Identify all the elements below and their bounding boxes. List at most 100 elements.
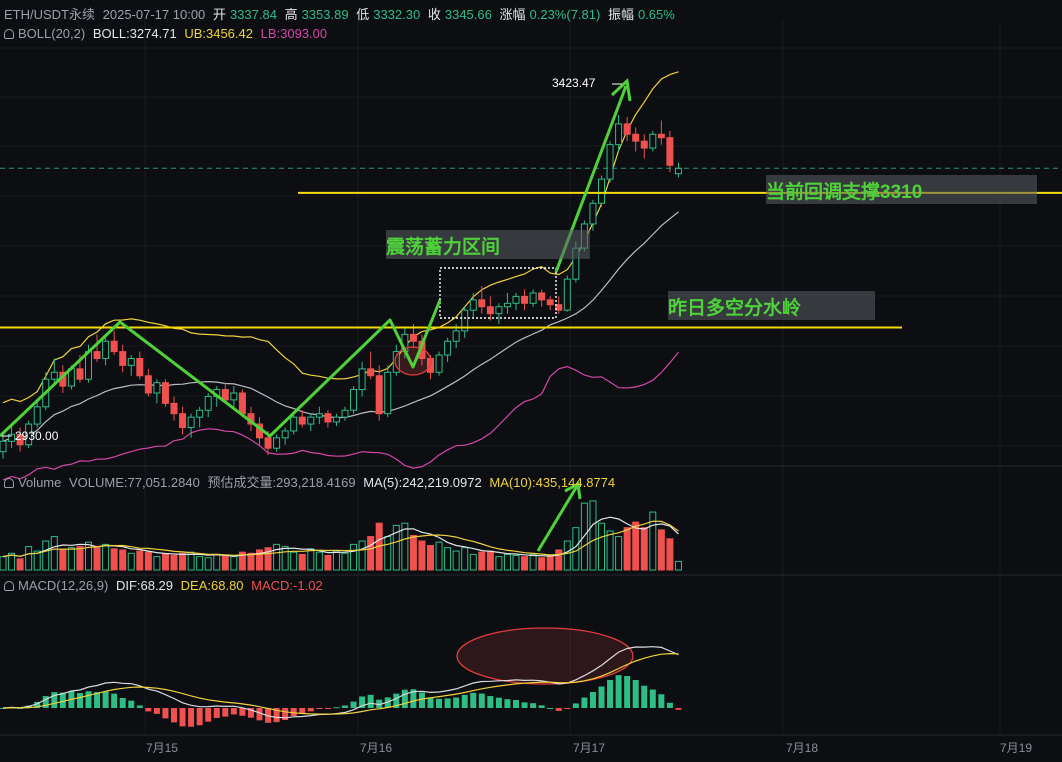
volume-bar bbox=[666, 538, 674, 571]
macd-histogram-bar bbox=[538, 705, 545, 708]
candle-body bbox=[16, 433, 24, 446]
macd-histogram-bar bbox=[666, 702, 673, 708]
macd-histogram-bar bbox=[188, 708, 195, 727]
macd-histogram-bar bbox=[478, 693, 485, 708]
volume-bar bbox=[119, 549, 127, 571]
candle-body bbox=[179, 413, 187, 429]
macd-dea: DEA:68.80 bbox=[180, 578, 244, 593]
candle-body bbox=[350, 389, 358, 411]
macd-value: MACD:-1.02 bbox=[251, 578, 323, 593]
macd-cross-circle bbox=[456, 627, 634, 685]
candle-body bbox=[503, 302, 511, 308]
x-tick-label: 7月18 bbox=[786, 741, 818, 755]
volume-bar bbox=[179, 552, 187, 571]
candle-body bbox=[144, 375, 152, 394]
volume-bar bbox=[93, 547, 101, 571]
candle-body bbox=[204, 395, 212, 411]
volume-bar bbox=[315, 551, 323, 571]
candle-body bbox=[281, 430, 289, 439]
candle-body bbox=[452, 330, 460, 342]
candle-body bbox=[367, 368, 375, 377]
macd-histogram-bar bbox=[342, 705, 348, 708]
volume-bar bbox=[589, 500, 597, 571]
candle-body bbox=[307, 416, 315, 425]
macd-histogram-bar bbox=[145, 708, 152, 712]
volume-ma10: MA(10):435,144.8774 bbox=[489, 475, 616, 490]
low-price-label: 2930.00 bbox=[15, 429, 59, 443]
x-tick-label: 7月19 bbox=[1000, 741, 1032, 755]
macd-histogram-bar bbox=[290, 708, 297, 717]
volume-bar bbox=[674, 560, 682, 571]
macd-histogram-bar bbox=[153, 708, 160, 714]
volume-bar bbox=[384, 536, 392, 571]
macd-legend[interactable]: MACD(12,26,9) DIF:68.29 DEA:68.80 MACD:-… bbox=[4, 578, 327, 593]
candle-body bbox=[657, 133, 665, 139]
macd-histogram-bar bbox=[495, 697, 502, 708]
macd-histogram-bar bbox=[299, 708, 306, 714]
support-annotation: 当前回调支撑3310 bbox=[766, 175, 1037, 204]
macd-histogram-bar bbox=[470, 692, 477, 708]
macd-histogram-bar bbox=[273, 708, 280, 723]
macd-histogram-bar bbox=[444, 698, 451, 708]
candle-body bbox=[486, 306, 494, 315]
close-label: 收 bbox=[427, 7, 441, 22]
macd-histogram-bar bbox=[675, 708, 682, 710]
change-label: 涨幅 bbox=[499, 7, 526, 22]
trend-zigzag-arrow bbox=[0, 299, 442, 438]
candle-body bbox=[521, 295, 529, 304]
volume-bar bbox=[538, 557, 546, 571]
candle-body bbox=[119, 351, 127, 366]
candle-body bbox=[341, 409, 349, 418]
volume-bar bbox=[478, 551, 486, 571]
volume-bar bbox=[247, 552, 255, 571]
boll-legend[interactable]: BOLL(20,2) BOLL:3274.71 UB:3456.42 LB:30… bbox=[4, 26, 331, 41]
volume-bar bbox=[16, 558, 24, 571]
candle-body bbox=[324, 413, 332, 423]
candle-body bbox=[623, 123, 631, 135]
volume-bar bbox=[469, 553, 477, 571]
macd-histogram-bar bbox=[94, 692, 101, 708]
boll-lb-value: LB:3093.00 bbox=[260, 26, 328, 41]
macd-histogram-bar bbox=[59, 692, 66, 708]
volume-bar bbox=[33, 550, 41, 571]
bell-icon[interactable] bbox=[4, 478, 14, 488]
volume-bar bbox=[358, 540, 366, 571]
macd-histogram-bar bbox=[34, 701, 41, 708]
volume-bar bbox=[196, 556, 204, 571]
volume-bar bbox=[657, 529, 665, 571]
macd-histogram-bar bbox=[376, 699, 383, 708]
bell-icon[interactable] bbox=[4, 581, 14, 591]
candle-body bbox=[469, 299, 477, 311]
macd-histogram-bar bbox=[632, 679, 639, 708]
candle-body bbox=[375, 375, 383, 415]
candle-body bbox=[598, 178, 605, 204]
candle-body bbox=[461, 309, 469, 332]
macd-histogram-bar bbox=[213, 708, 220, 718]
volume-legend[interactable]: Volume VOLUME:77,051.2840 预估成交量:293,218.… bbox=[4, 472, 619, 491]
volume-bar bbox=[332, 550, 340, 571]
candle-body bbox=[187, 416, 195, 428]
macd-histogram-bar bbox=[76, 693, 83, 708]
volume-bar bbox=[418, 540, 426, 571]
volume-bar bbox=[76, 546, 84, 571]
macd-histogram-bar bbox=[453, 697, 460, 708]
macd-histogram-bar bbox=[307, 708, 314, 712]
volume-bar bbox=[298, 553, 306, 571]
symbol-label: ETH/USDT永续 bbox=[4, 7, 96, 22]
volume-bar bbox=[572, 527, 580, 571]
macd-histogram-bar bbox=[171, 708, 177, 723]
volume-arrow bbox=[536, 485, 579, 552]
candle-body bbox=[495, 306, 503, 315]
volume-bar bbox=[161, 553, 169, 571]
macd-histogram-bar bbox=[504, 699, 511, 708]
macd-histogram-bar bbox=[324, 708, 331, 709]
amplitude-label: 振幅 bbox=[607, 7, 634, 22]
macd-histogram-bar bbox=[418, 692, 425, 708]
candle-body bbox=[33, 406, 41, 425]
volume-bar bbox=[444, 547, 452, 571]
macd-histogram-bar bbox=[521, 702, 528, 708]
bell-icon[interactable] bbox=[4, 29, 14, 39]
range-annotation: 震荡蓄力区间 bbox=[386, 230, 590, 259]
volume-bar bbox=[67, 547, 75, 571]
